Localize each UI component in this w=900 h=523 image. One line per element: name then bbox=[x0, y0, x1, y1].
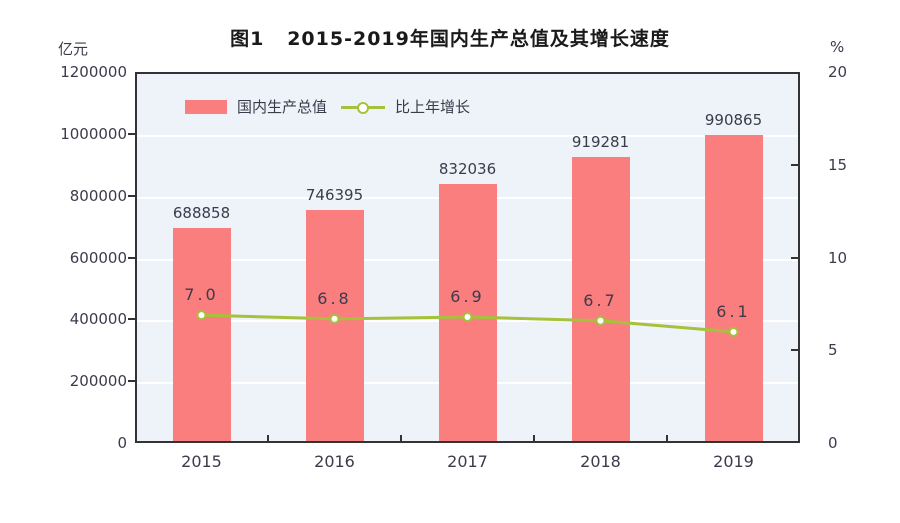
left-axis-tick-label: 0 bbox=[117, 434, 127, 452]
gdp-value-label: 990865 bbox=[704, 110, 763, 129]
plot-area: 国内生产总值 比上年增长 688858 746395 832036 919281 990… bbox=[135, 72, 800, 443]
right-axis-tick-label: 20 bbox=[828, 63, 848, 81]
growth-marker-icon bbox=[196, 310, 207, 321]
gdp-bar bbox=[571, 156, 630, 441]
growth-marker-icon bbox=[728, 326, 739, 337]
left-axis-tick bbox=[128, 132, 135, 135]
x-axis-tick bbox=[666, 435, 668, 441]
left-axis-tick-label: 1200000 bbox=[60, 63, 127, 81]
left-axis-tick-label: 800000 bbox=[69, 186, 127, 205]
gdp-bar bbox=[172, 228, 231, 441]
gdp-value-label: 688858 bbox=[172, 204, 231, 223]
x-axis-tick bbox=[533, 435, 535, 441]
legend-label-growth: 比上年增长 bbox=[395, 98, 471, 116]
left-axis-tick bbox=[128, 194, 135, 197]
right-axis-tick-label: 5 bbox=[828, 341, 838, 360]
legend-item-growth: 比上年增长 bbox=[341, 96, 470, 117]
left-axis-tick-label: 200000 bbox=[69, 372, 127, 391]
right-axis-tick-label: 10 bbox=[828, 248, 848, 267]
x-axis-tick-label: 2015 bbox=[181, 452, 222, 471]
right-axis-tick-label: 15 bbox=[828, 155, 848, 174]
growth-marker-icon bbox=[329, 313, 340, 324]
left-axis-tick bbox=[128, 318, 135, 321]
gridline bbox=[137, 134, 798, 137]
growth-value-label: 6.7 bbox=[583, 290, 618, 310]
x-axis-tick-label: 2018 bbox=[580, 452, 621, 471]
x-axis-tick-label: 2019 bbox=[713, 452, 754, 471]
growth-marker-icon bbox=[462, 312, 473, 323]
left-axis-tick bbox=[128, 256, 135, 259]
right-axis-tick bbox=[791, 349, 798, 352]
legend-item-gdp: 国内生产总值 bbox=[185, 96, 327, 117]
left-axis-unit-label: 亿元 bbox=[58, 40, 89, 58]
growth-line-marker-icon bbox=[341, 101, 386, 114]
x-axis-tick-label: 2016 bbox=[314, 452, 355, 471]
x-axis-tick bbox=[267, 435, 269, 441]
gdp-value-label: 746395 bbox=[305, 186, 364, 205]
legend-label-gdp: 国内生产总值 bbox=[237, 98, 328, 116]
gdp-bar-swatch-icon bbox=[185, 99, 227, 114]
gdp-bar bbox=[305, 210, 364, 441]
growth-line-chart bbox=[196, 310, 739, 337]
growth-value-label: 6.9 bbox=[450, 287, 485, 306]
growth-value-label: 6.1 bbox=[716, 301, 751, 321]
growth-marker-icon bbox=[595, 315, 606, 326]
chart-title: 图1 2015-2019年国内生产总值及其增长速度 bbox=[230, 28, 670, 50]
left-axis-tick-label: 600000 bbox=[69, 248, 127, 267]
chart-legend: 国内生产总值 比上年增长 bbox=[185, 96, 470, 117]
right-axis-tick bbox=[791, 256, 798, 259]
growth-value-label: 6.8 bbox=[317, 288, 352, 308]
x-axis-tick bbox=[400, 435, 402, 441]
right-axis-unit-label: % bbox=[830, 38, 845, 56]
growth-value-label: 7.0 bbox=[184, 285, 219, 305]
left-axis-tick-label: 1000000 bbox=[60, 124, 127, 143]
right-axis-tick bbox=[791, 163, 798, 166]
gdp-bar bbox=[704, 134, 763, 441]
left-axis-tick-label: 400000 bbox=[69, 310, 127, 329]
right-axis-tick-label: 0 bbox=[828, 434, 838, 452]
x-axis-tick-label: 2017 bbox=[447, 452, 488, 471]
gdp-value-label: 919281 bbox=[571, 132, 630, 151]
gdp-value-label: 832036 bbox=[438, 159, 497, 178]
left-axis-tick bbox=[128, 380, 135, 383]
